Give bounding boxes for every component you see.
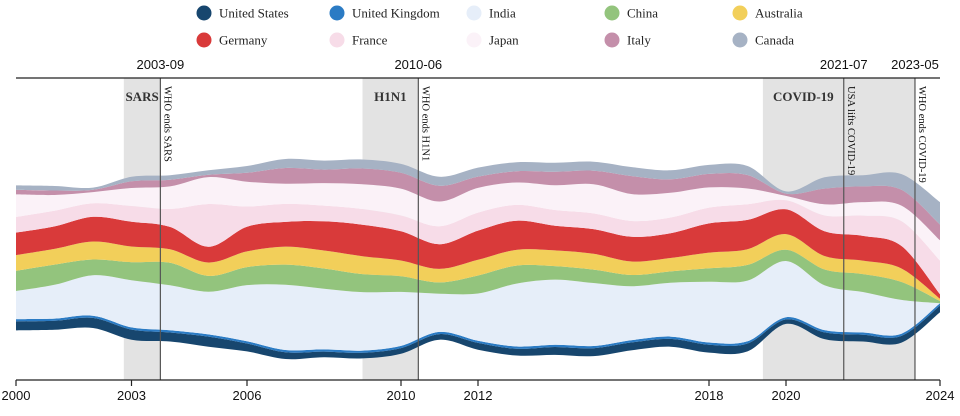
x-tick-label: 2010	[387, 388, 416, 403]
event-marker-2010-06: 2010-06 WHO ends H1N1	[394, 57, 442, 380]
legend-label: Japan	[489, 33, 519, 48]
legend-swatch	[604, 32, 620, 48]
legend-swatch	[466, 32, 482, 48]
event-marker-2003-09: 2003-09 WHO ends SARS	[137, 57, 185, 380]
x-tick-label: 2020	[772, 388, 801, 403]
event-note: WHO ends SARS	[161, 86, 172, 162]
legend-swatch	[466, 5, 482, 21]
legend: United States United Kingdom India China Aus…	[196, 5, 803, 48]
event-note: USA lifts COVID-19	[845, 86, 856, 175]
x-tick-2024: 2024	[926, 380, 955, 403]
legend-item-australia: Australia	[732, 5, 803, 21]
event-name: SARS	[125, 89, 158, 104]
legend-swatch	[196, 5, 212, 21]
event-note: WHO ends H1N1	[419, 86, 430, 161]
event-name: H1N1	[374, 89, 407, 104]
x-tick-label: 2003	[117, 388, 146, 403]
legend-swatch	[604, 5, 620, 21]
legend-swatch	[732, 5, 748, 21]
stream-australia	[16, 234, 940, 301]
legend-item-italy: Italy	[604, 32, 651, 48]
x-tick-2006: 2006	[233, 380, 262, 403]
legend-label: Australia	[755, 6, 803, 21]
legend-item-china: China	[604, 5, 658, 21]
x-tick-2018: 2018	[695, 380, 724, 403]
x-tick-2010: 2010	[387, 380, 416, 403]
event-marker-2021-07: 2021-07 USA lifts COVID-19	[820, 57, 868, 380]
event-marker-2023-05: 2023-05 WHO ends COVID-19	[891, 57, 939, 380]
event-name: COVID-19	[773, 89, 834, 104]
stream-layers	[16, 158, 940, 360]
event-note: WHO ends COVID-19	[916, 86, 927, 183]
legend-item-united-kingdom: United Kingdom	[329, 5, 440, 21]
legend-label: Germany	[219, 33, 268, 48]
x-tick-label: 2012	[464, 388, 493, 403]
legend-label: Canada	[755, 33, 794, 48]
legend-swatch	[329, 32, 345, 48]
x-tick-label: 2006	[233, 388, 262, 403]
x-tick-2020: 2020	[772, 380, 801, 403]
legend-swatch	[329, 5, 345, 21]
legend-label: United Kingdom	[352, 6, 440, 21]
x-tick-label: 2024	[926, 388, 955, 403]
event-date-label: 2010-06	[394, 57, 442, 72]
legend-swatch	[196, 32, 212, 48]
x-tick-label: 2018	[695, 388, 724, 403]
stream-italy	[16, 167, 940, 241]
legend-item-germany: Germany	[196, 32, 268, 48]
event-date-label: 2003-09	[137, 57, 185, 72]
event-date-label: 2021-07	[820, 57, 868, 72]
x-axis-ticks: 2000 2003 2006 2010 2012 2018 2020 2024	[2, 380, 955, 403]
stream-canada	[16, 158, 940, 225]
stream-france	[16, 199, 940, 295]
legend-label: China	[627, 6, 658, 21]
legend-item-canada: Canada	[732, 32, 794, 48]
legend-label: United States	[219, 6, 289, 21]
legend-label: India	[489, 6, 516, 21]
x-tick-label: 2000	[2, 388, 31, 403]
stream-united-states	[16, 305, 940, 360]
stream-china	[16, 249, 940, 304]
stream-japan	[16, 177, 940, 261]
legend-label: France	[352, 33, 388, 48]
event-markers: SARS 2003-09 WHO ends SARS H1N1 2010-06 WHO e…	[125, 57, 939, 380]
legend-item-united-states: United States	[196, 5, 289, 21]
legend-label: Italy	[627, 33, 651, 48]
legend-item-france: France	[329, 32, 388, 48]
legend-swatch	[732, 32, 748, 48]
x-tick-2003: 2003	[117, 380, 146, 403]
event-date-label: 2023-05	[891, 57, 939, 72]
legend-item-india: India	[466, 5, 516, 21]
stream-germany	[16, 209, 940, 299]
stream-india	[16, 260, 940, 351]
x-tick-2012: 2012	[464, 380, 493, 403]
legend-item-japan: Japan	[466, 32, 519, 48]
x-tick-2000: 2000	[2, 380, 31, 403]
